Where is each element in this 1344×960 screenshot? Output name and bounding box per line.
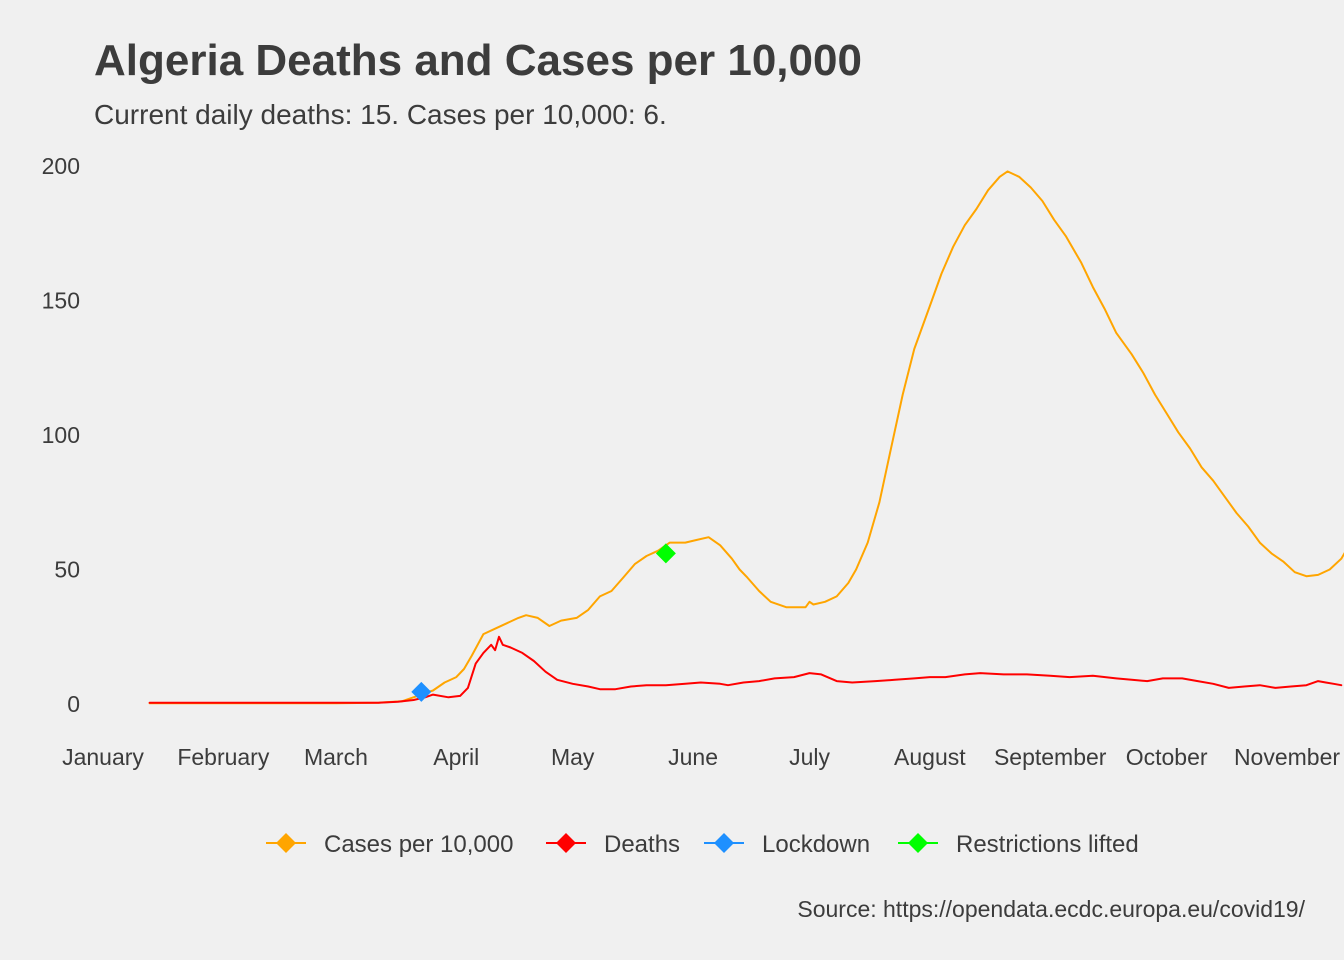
legend-key-diamond <box>556 833 576 853</box>
event-marker-restrictions-lifted <box>655 543 676 564</box>
plot-area <box>148 170 1344 705</box>
x-tick-label: May <box>551 744 595 770</box>
x-tick-label: March <box>304 744 368 770</box>
y-tick-label: 100 <box>42 422 80 448</box>
legend-label: Cases per 10,000 <box>324 831 513 858</box>
x-tick-label: November <box>1234 744 1340 770</box>
legend-item: Deaths <box>546 831 680 858</box>
event-marker-lockdown <box>411 681 432 702</box>
x-tick-label: April <box>433 744 479 770</box>
x-tick-label: August <box>894 744 966 770</box>
x-tick-label: January <box>62 744 144 770</box>
legend-key-diamond <box>714 833 734 853</box>
chart-title: Algeria Deaths and Cases per 10,000 <box>94 36 862 85</box>
legend-label: Lockdown <box>762 831 870 858</box>
event-markers <box>411 543 676 702</box>
legend-label: Deaths <box>604 831 680 858</box>
x-axis: January February March April May June July Augu… <box>62 744 1340 770</box>
x-tick-label: July <box>789 744 830 770</box>
y-axis: 0 50 100 150 200 <box>42 153 80 717</box>
legend-item: Lockdown <box>704 831 870 858</box>
series-line-deaths <box>148 635 1343 704</box>
x-tick-label: February <box>177 744 270 770</box>
y-tick-label: 50 <box>54 557 80 583</box>
legend: Cases per 10,000 Deaths Lockdown Restrictio… <box>266 831 1139 858</box>
legend-label: Restrictions lifted <box>956 831 1139 858</box>
series-line-cases-per-10-000 <box>148 170 1344 705</box>
legend-key-diamond <box>276 833 296 853</box>
y-tick-label: 200 <box>42 153 80 179</box>
chart-subtitle: Current daily deaths: 15. Cases per 10,0… <box>94 99 667 130</box>
y-tick-label: 0 <box>67 691 80 717</box>
x-tick-label: October <box>1126 744 1208 770</box>
legend-item: Cases per 10,000 <box>266 831 513 858</box>
x-tick-label: September <box>994 744 1107 770</box>
legend-key-diamond <box>908 833 928 853</box>
legend-item: Restrictions lifted <box>898 831 1139 858</box>
y-tick-label: 150 <box>42 288 80 314</box>
chart-caption: Source: https://opendata.ecdc.europa.eu/… <box>797 896 1305 922</box>
x-tick-label: June <box>668 744 718 770</box>
